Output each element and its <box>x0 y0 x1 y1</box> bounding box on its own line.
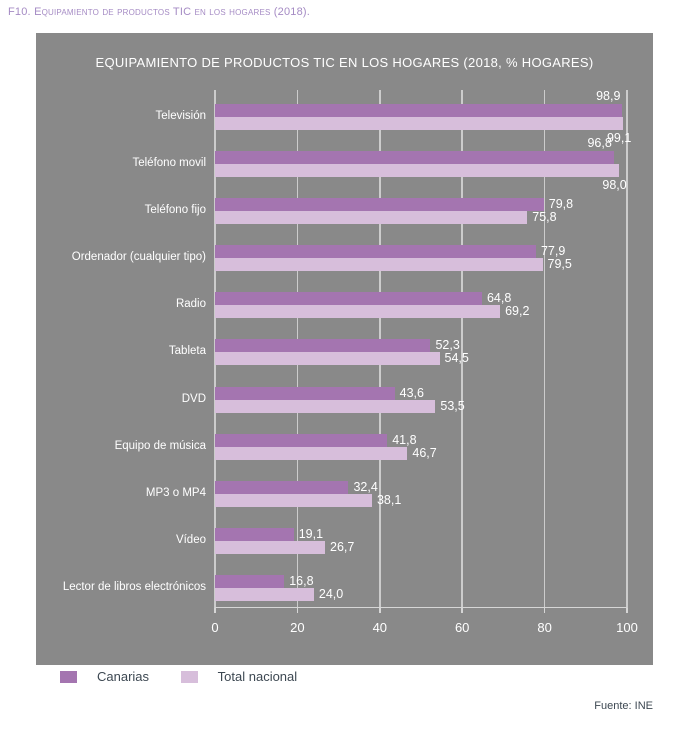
value-label: 38,1 <box>376 492 402 507</box>
value-label: 32,4 <box>353 479 378 494</box>
bar-canarias <box>215 386 395 400</box>
value-label: 54,5 <box>444 351 469 366</box>
legend: Canarias Total nacional <box>60 669 325 689</box>
bar-canarias <box>215 151 614 165</box>
bar-total-nacional <box>215 211 528 225</box>
category-label: Radio <box>175 298 206 311</box>
bar-canarias <box>215 433 388 447</box>
value-label: 16,8 <box>289 573 314 588</box>
x-tick-label: 0 <box>211 620 219 635</box>
value-label: 64,8 <box>486 291 512 306</box>
bar-total-nacional <box>215 540 325 554</box>
legend-label-total-nacional: Total nacional <box>217 669 298 684</box>
bar-canarias <box>215 104 623 117</box>
axis-tick <box>379 608 381 613</box>
legend-swatch-canarias <box>60 670 77 683</box>
category-label: Tableta <box>168 345 206 358</box>
x-tick-label: 60 <box>454 620 470 635</box>
legend-swatch-total-nacional <box>180 670 198 683</box>
bar-total-nacional <box>215 446 408 460</box>
category-label: Teléfono fijo <box>144 204 206 217</box>
value-label: 75,8 <box>532 210 557 225</box>
category-label: MP3 o MP4 <box>145 486 206 499</box>
bar-canarias <box>215 339 431 353</box>
value-label: 98,0 <box>602 178 627 193</box>
axis-tick <box>626 608 628 613</box>
value-label: 99,1 <box>606 131 632 145</box>
bar-canarias <box>215 198 544 212</box>
value-label: 53,5 <box>440 398 465 413</box>
axis-tick <box>214 608 216 613</box>
source-note: Fuente: INE <box>594 700 653 712</box>
axis-tick <box>543 608 546 613</box>
bar-canarias <box>215 574 285 588</box>
value-label: 79,5 <box>547 257 572 272</box>
value-label: 79,8 <box>548 197 574 212</box>
bar-total-nacional <box>215 117 624 130</box>
value-label: 19,1 <box>298 526 324 541</box>
value-label: 43,6 <box>399 385 424 400</box>
chart-panel: EQUIPAMIENTO DE PRODUCTOS TIC EN LOS HOG… <box>36 33 653 665</box>
bar-total-nacional <box>215 352 440 366</box>
value-label: 69,2 <box>505 304 530 319</box>
category-label: Equipo de música <box>114 439 206 452</box>
category-label: Vídeo <box>175 533 206 546</box>
bar-canarias <box>215 527 294 541</box>
x-axis-line <box>215 606 627 608</box>
legend-item-canarias: Canarias <box>60 669 149 684</box>
value-label: 96,8 <box>587 136 612 151</box>
bar-total-nacional <box>215 493 372 507</box>
gridline <box>461 90 463 608</box>
value-label: 41,8 <box>392 432 417 447</box>
plot-area: 0 20 40 60 80 100 Televisión 98,9 99,1 Teléfono m… <box>63 89 638 635</box>
category-label: Lector de libros electrónicos <box>62 580 206 593</box>
value-label: 52,3 <box>435 338 460 353</box>
legend-label-canarias: Canarias <box>97 669 150 684</box>
axis-tick <box>461 608 463 613</box>
value-label: 98,9 <box>596 89 621 103</box>
bar-total-nacional <box>215 587 314 601</box>
bar-total-nacional <box>215 164 619 178</box>
chart-title: EQUIPAMIENTO DE PRODUCTOS TIC EN LOS HOG… <box>95 55 594 70</box>
bar-total-nacional <box>215 399 436 413</box>
bar-canarias <box>215 292 482 306</box>
category-label: Ordenador (cualquier tipo) <box>71 251 206 264</box>
x-tick-label: 100 <box>616 620 638 635</box>
legend-item-total-nacional: Total nacional <box>180 669 298 684</box>
figure-caption: F10. Equipamiento de productos TIC en lo… <box>8 6 311 18</box>
gridline <box>543 90 546 608</box>
axis-tick <box>296 608 299 613</box>
category-label: DVD <box>181 392 206 405</box>
value-label: 24,0 <box>318 586 344 601</box>
value-label: 46,7 <box>412 445 437 460</box>
gridline <box>626 90 628 608</box>
bar-total-nacional <box>215 305 501 319</box>
x-tick-label: 80 <box>537 620 552 635</box>
bar-canarias <box>215 245 536 259</box>
value-label: 26,7 <box>330 539 355 554</box>
category-label: Televisión <box>155 110 207 122</box>
category-label: Teléfono movil <box>132 157 206 170</box>
bar-total-nacional <box>215 258 543 272</box>
bar-canarias <box>215 480 349 494</box>
x-tick-label: 40 <box>372 620 388 635</box>
value-label: 77,9 <box>540 244 566 259</box>
x-tick-label: 20 <box>290 620 305 635</box>
